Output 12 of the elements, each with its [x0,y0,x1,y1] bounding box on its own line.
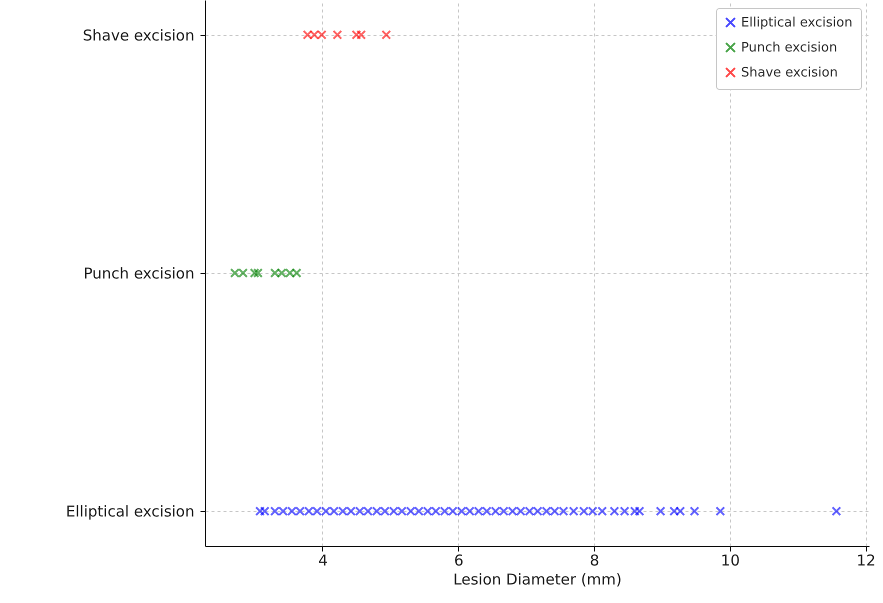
x-tick-label: 4 [318,552,328,570]
legend-label: Elliptical excision [741,16,852,30]
y-tick-label: Elliptical excision [66,502,194,521]
x-tick-label: 6 [454,552,464,570]
y-tick-label: Punch excision [84,264,194,282]
y-tick-label: Shave excision [82,26,194,44]
legend-label: Shave excision [741,66,838,80]
legend-label: Punch excision [741,40,838,56]
x-axis-title: Lesion Diameter (mm) [453,570,622,588]
x-tick-label: 12 [856,552,876,570]
x-tick-label: 8 [590,552,600,570]
x-tick-label: 10 [720,552,740,570]
